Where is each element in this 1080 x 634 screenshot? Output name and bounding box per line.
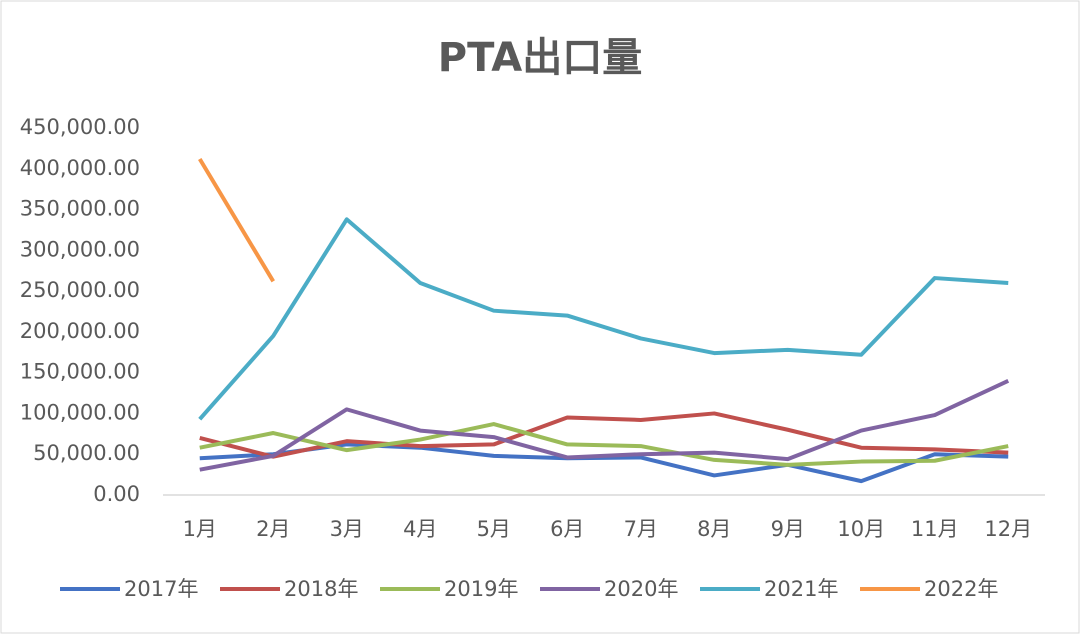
y-tick-label: 200,000.00	[20, 319, 140, 343]
x-tick-label: 12月	[984, 517, 1032, 541]
series-line	[199, 379, 1010, 472]
y-tick-label: 450,000.00	[20, 115, 140, 139]
x-tick-label: 2月	[256, 517, 290, 541]
y-tick-label: 0.00	[93, 482, 140, 506]
legend-label: 2019年	[444, 577, 518, 601]
series-line	[199, 411, 1009, 459]
x-tick-label: 9月	[771, 517, 805, 541]
x-tick-label: 5月	[477, 517, 511, 541]
y-tick-label: 250,000.00	[20, 278, 140, 302]
series-line	[199, 422, 1009, 467]
y-tick-label: 50,000.00	[33, 441, 140, 465]
y-tick-label: 400,000.00	[20, 156, 140, 180]
x-tick-label: 10月	[837, 517, 885, 541]
x-tick-label: 3月	[330, 517, 364, 541]
series-line	[198, 157, 275, 283]
legend-label: 2017年	[124, 577, 198, 601]
series-line	[198, 217, 1009, 421]
legend-label: 2021年	[764, 577, 838, 601]
x-tick-label: 7月	[624, 517, 658, 541]
y-tick-label: 300,000.00	[20, 237, 140, 261]
legend-label: 2020年	[604, 577, 678, 601]
chart-title: PTA出口量	[438, 35, 642, 81]
x-tick-label: 4月	[403, 517, 437, 541]
legend-label: 2018年	[284, 577, 358, 601]
y-tick-label: 100,000.00	[20, 400, 140, 424]
y-tick-label: 150,000.00	[20, 360, 140, 384]
x-tick-label: 1月	[183, 517, 217, 541]
x-tick-label: 11月	[911, 517, 959, 541]
x-tick-label: 8月	[697, 517, 731, 541]
y-tick-label: 350,000.00	[20, 197, 140, 221]
legend-label: 2022年	[924, 577, 998, 601]
x-tick-label: 6月	[550, 517, 584, 541]
